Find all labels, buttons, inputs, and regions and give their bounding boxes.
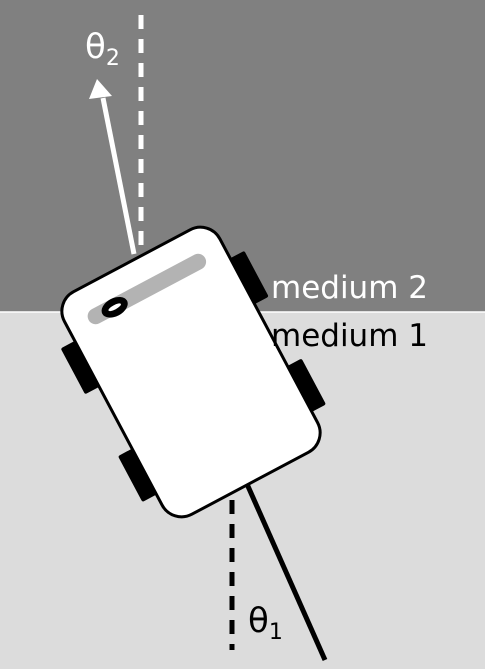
label-medium-1: medium 1 (271, 318, 428, 354)
refracted-direction-arrow (89, 79, 137, 255)
theta-2-subscript: 2 (106, 46, 120, 71)
wheel-rear-left (118, 446, 162, 502)
label-medium-2: medium 2 (271, 270, 428, 306)
theta-1-subscript: 1 (269, 620, 283, 645)
steering-wheel-icon (101, 296, 128, 318)
wheel-front-left (61, 338, 104, 394)
angle-label-theta-2: θ2 (85, 27, 120, 71)
wheel-rear-right (282, 359, 326, 415)
car-top-view-icon (60, 225, 326, 519)
theta-2-symbol: θ (85, 27, 106, 67)
angle-label-theta-1: θ1 (248, 601, 283, 645)
wheel-front-right (225, 251, 269, 307)
theta-1-symbol: θ (248, 601, 269, 641)
